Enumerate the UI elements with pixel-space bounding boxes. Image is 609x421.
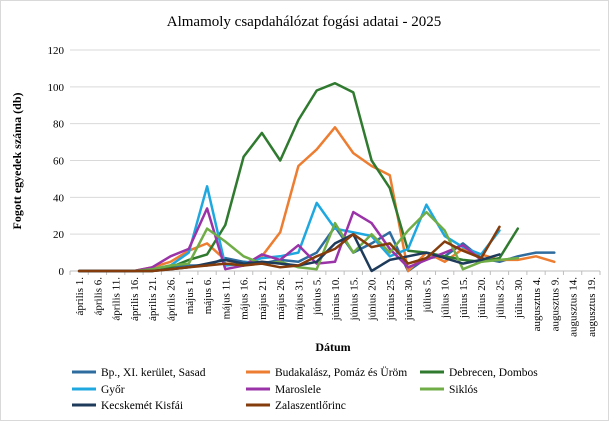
x-tick-label: július 25. xyxy=(494,277,506,319)
x-tick-label: április 1. xyxy=(74,277,86,316)
legend-label: Budakalász, Pomáz és Üröm xyxy=(275,365,407,379)
x-tick-label: június 5. xyxy=(312,277,324,316)
series-line xyxy=(77,81,520,273)
legend-item: Debrecen, Dombos xyxy=(420,367,538,379)
x-tick-label: május 31. xyxy=(293,277,305,320)
x-tick-label: július 15. xyxy=(458,277,470,319)
x-tick-label: június 15. xyxy=(348,277,360,322)
y-tick-label: 40 xyxy=(53,192,65,204)
x-tick-label: július 30. xyxy=(513,277,525,319)
legend-item: Budakalász, Pomáz és Üröm xyxy=(246,365,407,379)
x-axis-title: Dátum xyxy=(315,340,350,354)
x-tick-labels: április 1. április 6. április 11. április 1… xyxy=(74,277,598,337)
y-axis-title: Fogott egyedek száma (db) xyxy=(10,93,24,230)
series-line xyxy=(77,126,556,273)
x-tick-label: április 16. xyxy=(129,277,141,321)
x-tick-label: augusztus 4. xyxy=(531,277,543,332)
series-lines xyxy=(77,81,556,273)
x-tick-label: május 26. xyxy=(275,277,287,320)
x-tick-label: május 16. xyxy=(239,277,251,320)
legend-item: Siklós xyxy=(420,384,478,396)
x-tick-label: június 30. xyxy=(403,277,415,322)
y-tick-labels: 0 20 40 60 80 100 120 xyxy=(48,45,65,278)
chart-title: Almamoly csapdahálózat fogási adatai - 2… xyxy=(167,14,442,30)
x-tick-label: július 10. xyxy=(440,277,452,319)
x-tick-label: július 20. xyxy=(476,277,488,319)
y-tick-label: 20 xyxy=(53,229,65,241)
legend-label: Siklós xyxy=(449,384,478,396)
x-tick-label: május 11. xyxy=(220,277,232,320)
y-tick-label: 80 xyxy=(53,119,65,131)
x-tick-label: augusztus 9. xyxy=(549,277,561,332)
y-tick-label: 60 xyxy=(53,156,65,168)
legend-label: Kecskemét Kisfái xyxy=(101,400,183,412)
y-tick-label: 100 xyxy=(48,82,65,94)
legend-item: Zalaszentlőrinc xyxy=(246,400,346,412)
x-tick-label: április 11. xyxy=(111,277,123,321)
x-tick-label: május 21. xyxy=(257,277,269,320)
legend-label: Debrecen, Dombos xyxy=(449,367,538,379)
legend-label: Bp., XI. kerület, Sasad xyxy=(101,367,206,379)
legend-label: Maroslele xyxy=(275,384,321,396)
x-tick-label: május 6. xyxy=(202,277,214,315)
x-tick-label: május 1. xyxy=(184,277,196,315)
series-line xyxy=(77,210,520,273)
y-tick-label: 120 xyxy=(48,45,65,57)
y-tick-label: 0 xyxy=(59,266,65,278)
legend-label: Győr xyxy=(101,384,125,396)
legend-item: Győr xyxy=(72,384,125,396)
x-tick-label: június 25. xyxy=(385,277,397,322)
x-tick-label: július 5. xyxy=(421,277,433,314)
gridlines xyxy=(70,49,600,235)
legend-label: Zalaszentlőrinc xyxy=(275,400,346,412)
x-tick-label: június 20. xyxy=(367,277,379,322)
legend: Bp., XI. kerület, Sasad Budakalász, Pomáz… xyxy=(72,365,538,412)
x-tick-label: augusztus 19. xyxy=(586,277,598,337)
series-line xyxy=(77,207,483,273)
legend-item: Maroslele xyxy=(246,384,321,396)
x-tick-label: június 10. xyxy=(330,277,342,322)
legend-item: Kecskemét Kisfái xyxy=(72,400,183,412)
x-tick-label: április 26. xyxy=(166,277,178,321)
legend-item: Bp., XI. kerület, Sasad xyxy=(72,367,206,379)
x-tick-label: április 21. xyxy=(147,277,159,321)
x-tick-label: április 6. xyxy=(92,277,104,316)
x-tick-label: augusztus 14. xyxy=(568,277,580,337)
series-line xyxy=(77,225,501,273)
